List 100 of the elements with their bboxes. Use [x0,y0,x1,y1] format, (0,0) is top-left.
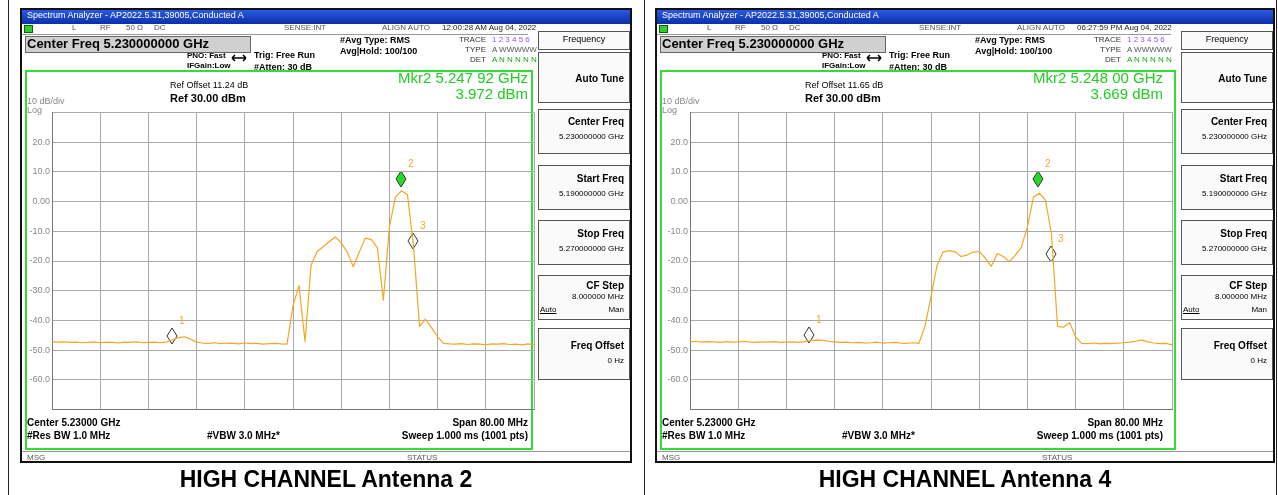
text: #Res BW 1.0 MHz [27,430,111,441]
text: Spectrum Analyzer - AP2022.5.31,39005,Conducted A [662,10,879,21]
text: IFGain:Low [822,61,866,71]
text: Avg|Hold: 100/100 [340,46,418,57]
text: 5.270000000 GHz [559,244,624,254]
text: Log [27,105,43,116]
text: DC [789,23,801,33]
text: Ref 30.00 dBm [170,92,246,105]
text: TYPE [465,45,486,55]
text: Span 80.00 MHz [1087,417,1163,428]
text: Start Freq [1219,173,1267,184]
y-tick-label: 10.0 [670,166,688,177]
text: Frequency [1205,34,1249,45]
text: CF Step [1229,280,1267,291]
text: Center Freq [1210,116,1267,127]
text: 5.230000000 GHz [559,132,624,142]
text: 10 dB/div [662,96,700,107]
text: 06:27:59 PM Aug 04, 2022 [1077,23,1172,33]
text: A N N N N N [1127,55,1172,65]
text: Freq Offset [570,340,624,351]
text: TYPE [1100,45,1121,55]
text: #Res BW 1.0 MHz [662,430,746,441]
text: PNO: Fast [822,51,861,61]
annotation: 1 [816,314,822,325]
text: Ref Offset 11.24 dB [170,80,249,91]
text: TRACE [1093,35,1121,45]
text: Center Freq [567,116,624,127]
text: A WWWWW [492,45,537,55]
annotation: 2 [408,158,414,169]
y-tick-label: -10.0 [667,225,688,236]
text: MSG [662,453,681,463]
text: Span 80.00 MHz [452,417,528,428]
text: ALIGN AUTO [1017,23,1065,33]
text: Trig: Free Run [254,50,316,61]
annotation: 2 [1045,158,1051,169]
text: CF Step [586,280,624,291]
text: TRACE [458,35,486,45]
text: RF [100,23,111,33]
text: SENSE:INT [284,23,327,33]
text: 50 Ω [126,23,144,33]
y-tick-label: -30.0 [29,285,50,296]
annotation: 3 [420,220,426,231]
text: #VBW 3.0 MHz* [207,430,280,441]
text: MSG [27,453,46,463]
text: 3.669 dBm [1090,85,1163,103]
text: DET [470,55,486,65]
text: Stop Freq [577,228,624,239]
text: Center 5.23000 GHz [27,417,121,428]
text: HIGH CHANNEL Antenna 4 [818,466,1112,493]
y-tick-label: 10.0 [32,166,50,177]
text: Avg|Hold: 100/100 [975,46,1053,57]
text: Mkr2 5.247 92 GHz [397,69,528,87]
text: DC [154,23,166,33]
y-tick-label: 20.0 [670,136,688,147]
y-tick-label: 0.00 [32,196,50,207]
y-tick-label: -20.0 [667,255,688,266]
text: Mkr2 5.248 00 GHz [1032,69,1163,87]
text: Auto Tune [1218,73,1267,84]
y-tick-label: -50.0 [29,344,50,355]
y-tick-label: 20.0 [32,136,50,147]
y-tick-label: -30.0 [667,285,688,296]
text: 12:00:28 AM Aug 04, 2022 [442,23,537,33]
text: Auto Tune [575,73,624,84]
text: #VBW 3.0 MHz* [842,430,915,441]
text: Auto [1183,305,1200,315]
text: 3.972 dBm [455,85,528,103]
y-tick-label: -40.0 [667,314,688,325]
y-tick-label: -60.0 [29,374,50,385]
text: #Atten: 30 dB [254,62,313,73]
text: Man [608,305,624,315]
text: Center Freq 5.230000000 GHz [27,36,210,52]
y-tick-label: -60.0 [667,374,688,385]
text: DET [1105,55,1121,65]
text: Center 5.23000 GHz [662,417,756,428]
text: 0 Hz [1250,356,1267,366]
text: HIGH CHANNEL Antenna 2 [179,466,473,493]
text: IFGain:Low [187,61,231,71]
text: #Avg Type: RMS [340,35,411,46]
text: L [72,23,77,33]
text: L [707,23,712,33]
text: Center Freq 5.230000000 GHz [662,36,845,52]
text: 0 Hz [607,356,624,366]
text: Spectrum Analyzer - AP2022.5.31,39005,Conducted A [27,10,244,21]
y-tick-label: 0.00 [670,196,688,207]
text: 8.000000 MHz [571,292,624,302]
y-tick-label: -10.0 [29,225,50,236]
text: A WWWWW [1127,45,1172,55]
text: Start Freq [576,173,624,184]
text: PNO: Fast [187,51,226,61]
text: Man [1251,305,1267,315]
text: 5.230000000 GHz [1202,132,1267,142]
text: 5.190000000 GHz [1202,189,1267,199]
text: Frequency [562,34,606,45]
text: Ref 30.00 dBm [805,92,881,105]
text: A N N N N N [492,55,537,65]
text: 5.270000000 GHz [1202,244,1267,254]
text: STATUS [1042,453,1073,463]
text: RF [735,23,746,33]
text: #Avg Type: RMS [975,35,1046,46]
text: Sweep 1.000 ms (1001 pts) [1036,430,1163,441]
